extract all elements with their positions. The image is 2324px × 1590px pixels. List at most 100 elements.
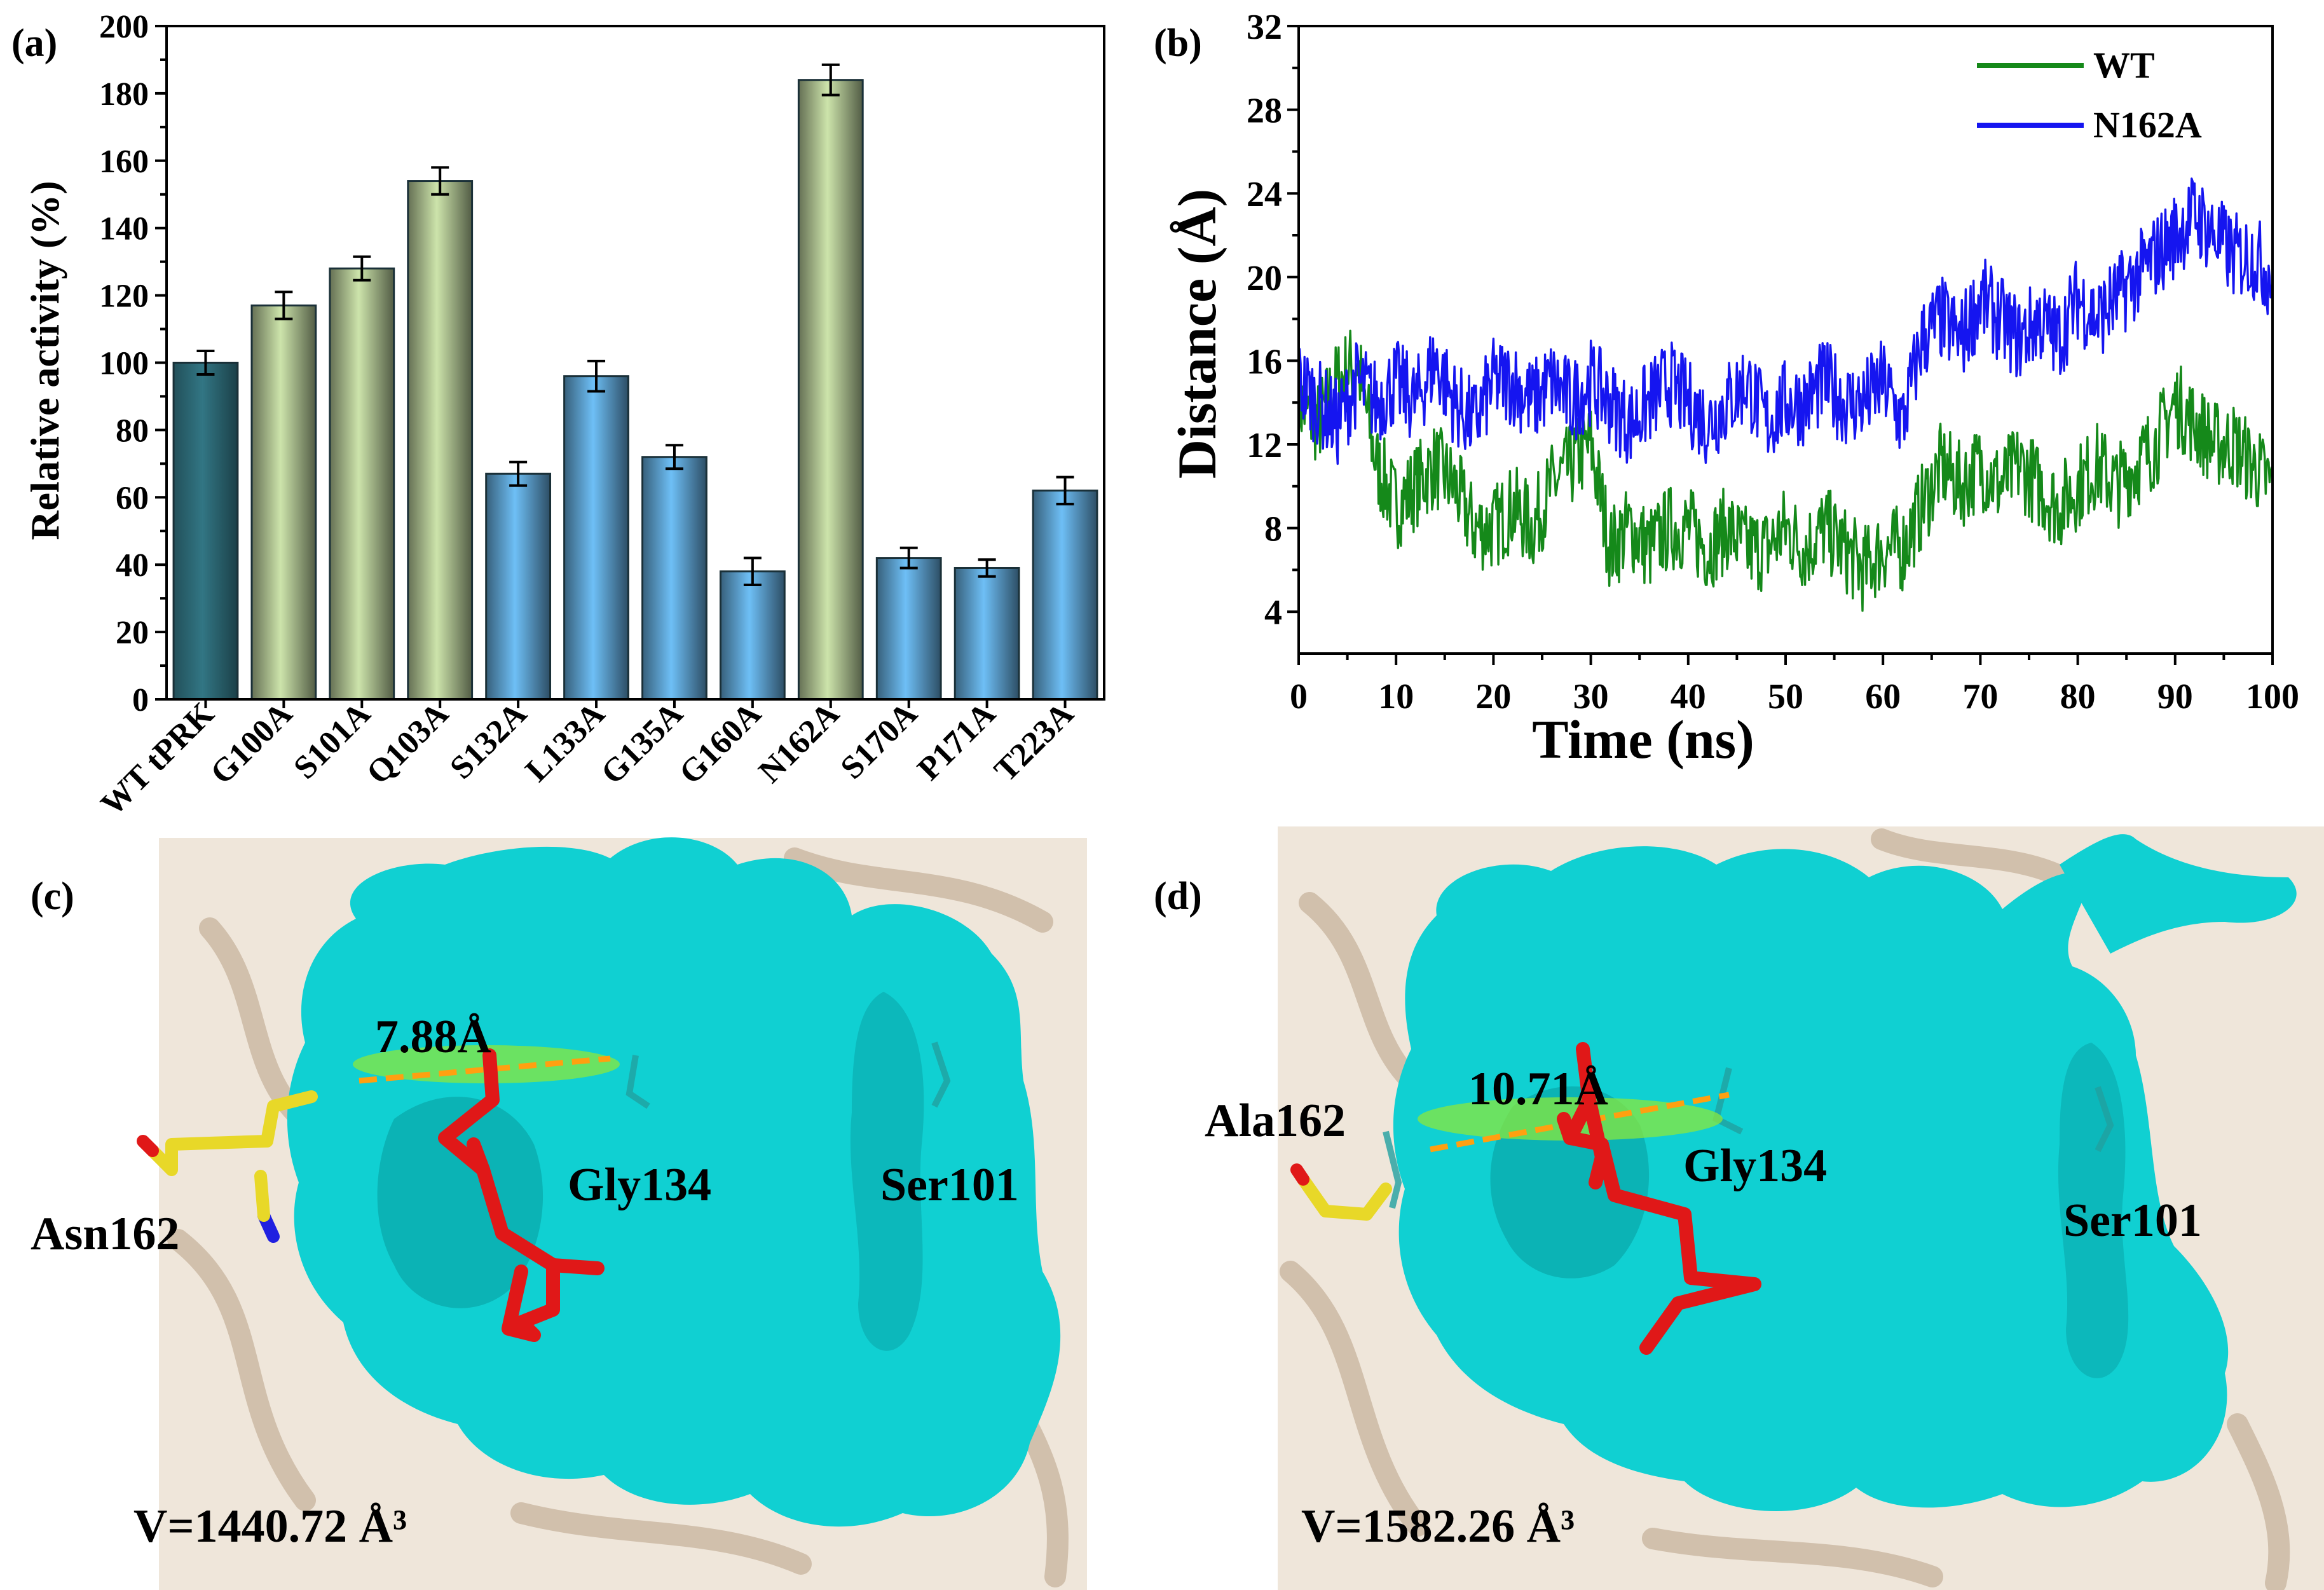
error-bar-P171A xyxy=(978,558,996,578)
y-tick-label: 4 xyxy=(1264,593,1282,633)
x-tick-label: S132A xyxy=(443,696,534,786)
x-tick-label: 50 xyxy=(1768,677,1803,716)
residue-label-ser101-d: Ser101 xyxy=(2063,1195,2202,1247)
distance-line-c xyxy=(359,1055,611,1084)
x-tick-label: 90 xyxy=(2157,677,2193,716)
ligand-d xyxy=(1557,1042,1761,1355)
volume-label-c: V=1440.72 Å³ xyxy=(133,1500,407,1552)
residue-label-asn162: Asn162 xyxy=(31,1208,179,1260)
error-bar-S101A xyxy=(353,255,371,282)
y-tick-label: 28 xyxy=(1247,92,1282,131)
error-bar-N162A xyxy=(821,63,840,97)
bar-S101A xyxy=(329,267,395,701)
error-bar-S170A xyxy=(899,546,918,570)
residue-label-gly134-c: Gly134 xyxy=(568,1159,711,1211)
bar-chart-bars xyxy=(172,63,1098,701)
y-tick-label: 32 xyxy=(1247,8,1282,47)
x-tick-label: 20 xyxy=(1475,677,1511,716)
panel-a-label: (a) xyxy=(11,22,57,65)
x-tick-label: P171A xyxy=(911,696,1003,788)
y-tick-label: 100 xyxy=(99,346,149,382)
y-tick-label: 20 xyxy=(116,615,149,651)
series-line-N162A xyxy=(1297,177,2274,465)
error-bar-L133A xyxy=(587,359,606,393)
y-tick-label: 8 xyxy=(1264,510,1282,549)
distance-label-d: 10.71Å xyxy=(1468,1063,1608,1115)
residue-stick-asn162 xyxy=(137,1090,318,1243)
error-bar-G135A xyxy=(665,444,683,470)
pocket-surface-d xyxy=(1393,846,2229,1512)
error-bar-WT tPRK xyxy=(196,349,215,376)
bar-T223A xyxy=(1032,490,1098,701)
panel-c: 7.88Å Asn162 Gly134 Ser101 V=1440.72 Å³ … xyxy=(31,837,1087,1590)
x-tick-label: N162A xyxy=(752,696,847,790)
y-tick-label: 180 xyxy=(99,76,149,113)
y-tick-label: 60 xyxy=(116,480,149,516)
x-tick-label: G135A xyxy=(594,696,690,792)
x-tick-label: 80 xyxy=(2060,677,2096,716)
x-tick-label: 0 xyxy=(1290,677,1308,716)
error-bar-S132A xyxy=(509,460,528,487)
y-tick-label: 140 xyxy=(99,211,149,247)
ligand-c xyxy=(438,1048,605,1342)
bar-S170A xyxy=(875,557,942,701)
line-chart-axes: 4 8 12 16 20 24 28 32 0 10 20 30 40 50 60 70 80 90 100 xyxy=(1247,8,2299,716)
y-tick-label: 200 xyxy=(99,9,149,45)
x-tick-label: 10 xyxy=(1378,677,1414,716)
x-tick-label: S101A xyxy=(287,696,378,786)
bar-G135A xyxy=(641,456,707,701)
x-tick-label: WT tPRK xyxy=(94,696,221,823)
y-tick-label: 12 xyxy=(1247,426,1282,465)
line-chart-ylabel: Distance (Å) xyxy=(1166,189,1227,479)
panel-d-label: (d) xyxy=(1154,875,1202,918)
residue-label-gly134-d: Gly134 xyxy=(1683,1140,1827,1192)
y-tick-label: 24 xyxy=(1247,175,1282,214)
residue-label-ser101-c: Ser101 xyxy=(880,1159,1019,1211)
x-tick-label: Q103A xyxy=(360,696,456,792)
y-tick-label: 16 xyxy=(1247,342,1282,381)
bar-Q103A xyxy=(407,180,474,701)
volume-label-d: V=1582.26 Å³ xyxy=(1301,1500,1575,1552)
error-bar-G100A xyxy=(275,291,293,320)
bar-WT tPRK xyxy=(172,362,239,701)
y-tick-label: 120 xyxy=(99,278,149,315)
x-tick-label: L133A xyxy=(519,696,612,789)
legend-label-wt: WT xyxy=(2093,45,2155,86)
y-tick-label: 20 xyxy=(1247,259,1282,298)
x-tick-label: S170A xyxy=(834,696,925,786)
y-tick-label: 40 xyxy=(116,547,149,584)
residue-stick-ala162 xyxy=(1290,1163,1392,1221)
x-tick-label: T223A xyxy=(987,696,1081,789)
residue-label-ala162: Ala162 xyxy=(1205,1095,1346,1147)
panel-b-label: (b) xyxy=(1154,22,1202,65)
x-tick-label: 70 xyxy=(1962,677,1998,716)
distance-line-d xyxy=(1430,1092,1730,1153)
y-tick-label: 0 xyxy=(132,682,149,718)
bar-G100A xyxy=(250,304,317,701)
panel-d: 10.71Å Ala162 Gly134 Ser101 V=1582.26 Å³… xyxy=(1154,826,2324,1590)
bar-S132A xyxy=(485,472,552,701)
legend-label-n162a: N162A xyxy=(2093,104,2202,146)
panel-b: (b) 4 8 12 16 20 24 28 32 0 10 20 30 40 50 60 70 80 90 100… xyxy=(1154,8,2299,770)
panel-a: (a) WT tPRKG100AS101AQ103AS132AL133AG135… xyxy=(11,9,1105,823)
x-tick-label: G100A xyxy=(203,696,299,792)
x-tick-label: G160A xyxy=(673,696,769,792)
error-bar-G160A xyxy=(743,556,762,586)
bar-L133A xyxy=(563,375,629,701)
x-tick-label: 100 xyxy=(2246,677,2299,716)
error-bar-Q103A xyxy=(431,166,449,196)
distance-label-c: 7.88Å xyxy=(375,1011,491,1063)
y-tick-label: 160 xyxy=(99,144,149,180)
line-chart-series xyxy=(1297,177,2274,612)
bar-G160A xyxy=(719,570,786,701)
error-bar-T223A xyxy=(1056,476,1074,505)
panel-c-label: (c) xyxy=(31,875,74,918)
bar-P171A xyxy=(954,566,1020,701)
bar-chart-ylabel: Relative activity (%) xyxy=(22,181,67,540)
line-chart-xlabel: Time (ns) xyxy=(1532,709,1754,770)
series-line-WT xyxy=(1297,329,2274,612)
bar-N162A xyxy=(797,79,864,701)
line-chart-legend: WT N162A xyxy=(1977,45,2202,146)
x-tick-label: 60 xyxy=(1865,677,1901,716)
